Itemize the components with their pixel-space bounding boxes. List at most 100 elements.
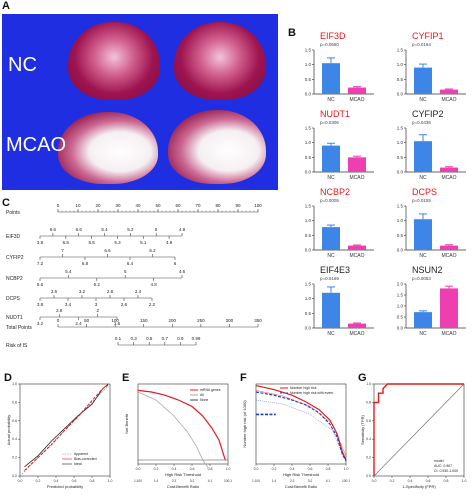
roc-ylabel: Sensitivity (TPR) bbox=[360, 414, 365, 444]
nomogram-tick-label-3-1: 5.4 bbox=[65, 269, 72, 274]
bar-chart-pvalue-6: p=0.0169 bbox=[320, 276, 339, 281]
cic-legend-label-0: Number high risk bbox=[290, 386, 317, 390]
dca-model-line bbox=[137, 389, 226, 461]
cic-xtick2-label-2: 2:3 bbox=[290, 479, 295, 483]
panel-label-c: C bbox=[2, 197, 10, 209]
brain-slice-mcao-1 bbox=[58, 112, 158, 184]
bar-chart-ytick-label-2-1: 1.0 bbox=[305, 140, 312, 145]
bar-3-0 bbox=[414, 141, 432, 172]
bar-chart-ytick-label-4-1: 1.0 bbox=[305, 218, 312, 223]
bar-chart-ytick-label-0-0: 1.5 bbox=[305, 48, 312, 53]
cic-frame bbox=[255, 383, 347, 465]
cic-high-risk-event-line bbox=[255, 391, 347, 462]
bar-1-0 bbox=[414, 67, 432, 94]
nomogram-tick-label-1-10: 4.9 bbox=[166, 240, 173, 245]
nomogram-tick-label-6-6: 300 bbox=[226, 318, 234, 323]
panel-label-g: G bbox=[358, 372, 367, 384]
nomogram-tick-label-6-2: 100 bbox=[111, 318, 119, 323]
bar-chart-pvalue-5: p=0.0155 bbox=[412, 198, 431, 203]
roc-xtick-label-0: 0.0 bbox=[372, 479, 377, 483]
bar-chart-ytick-label-4-3: 0.0 bbox=[305, 248, 312, 253]
calibration-ytick-label-0: 0.0 bbox=[12, 474, 17, 478]
nomogram-row-label-3: NCBP2 bbox=[6, 276, 23, 282]
nomogram-tick-label-0-0: 0 bbox=[57, 203, 60, 208]
nomogram-tick-label-2-6: 6 bbox=[174, 261, 177, 266]
nomogram-tick-label-1-3: 6.6 bbox=[76, 227, 83, 232]
dca-xtick-label-1: 0.2 bbox=[154, 467, 159, 471]
bar-category-label-2-1: MCAO bbox=[350, 175, 365, 181]
cic-xtick-label-2: 0.4 bbox=[290, 467, 295, 471]
dca-xtick-label-4: 0.8 bbox=[208, 467, 213, 471]
bar-category-label-5-0: NC bbox=[419, 253, 427, 259]
calibration-ideal-line bbox=[21, 385, 109, 475]
bar-chart-ytick-label-5-0: 1.5 bbox=[397, 204, 404, 209]
bar-chart-ytick-label-2-0: 1.5 bbox=[305, 126, 312, 131]
cic-ylabel: Number high risk (of 1000) bbox=[242, 400, 247, 448]
dca-xtick-label-3: 0.6 bbox=[190, 467, 195, 471]
nomogram-tick-label-6-3: 150 bbox=[140, 318, 148, 323]
dca-xtick2-label-5: 100:1 bbox=[224, 479, 232, 483]
bar-chart-pvalue-7: p=0.0053 bbox=[412, 276, 431, 281]
roc-curve bbox=[373, 383, 464, 476]
bar-chart-pvalue-0: p=0.0550 bbox=[320, 42, 339, 47]
bar-chart-title-7: NSUN2 bbox=[412, 265, 443, 275]
nomogram-tick-label-4-5: 2.8 bbox=[107, 289, 114, 294]
nomogram-tick-label-0-10: 100 bbox=[254, 203, 262, 208]
nomogram-row-label-7: Risk of IS bbox=[6, 343, 28, 349]
calibration-xtick-label-4: 0.8 bbox=[90, 479, 95, 483]
bar-chart-ytick-label-1-2: 0.5 bbox=[397, 77, 404, 82]
dca-xtick-label-5: 1.0 bbox=[226, 467, 231, 471]
bar-chart-ytick-label-6-1: 1.0 bbox=[305, 296, 312, 301]
calibration-xtick-label-2: 0.4 bbox=[54, 479, 59, 483]
nomogram-tick-label-7-0: 0.1 bbox=[115, 336, 122, 341]
nomogram-tick-label-7-3: 0.7 bbox=[162, 336, 169, 341]
cic-high-risk-line bbox=[255, 385, 347, 461]
calibration-ytick-label-3: 0.6 bbox=[12, 419, 17, 423]
dca-xtick-label-2: 0.4 bbox=[172, 467, 177, 471]
dca-xtick-label-0: 0.0 bbox=[136, 467, 141, 471]
nomogram-tick-label-1-9: 5 bbox=[155, 227, 158, 232]
bar-chart-ytick-label-2-3: 0.0 bbox=[305, 170, 312, 175]
nomogram-tick-label-3-0: 5.6 bbox=[37, 282, 44, 287]
brain-slice-nc-1 bbox=[68, 22, 160, 100]
decision-curve-plot: 0.0 0.2 0.4 0.6 0.8 1.0 High Risk Threshold Net… bbox=[124, 383, 232, 489]
bar-5-0 bbox=[414, 219, 432, 250]
nomogram-tick-label-2-4: 6.4 bbox=[127, 261, 134, 266]
bar-chart-title-1: CYFIP1 bbox=[412, 31, 444, 41]
bar-chart-ytick-label-5-1: 1.0 bbox=[397, 218, 404, 223]
nomogram-tick-label-2-5: 6.2 bbox=[149, 248, 156, 253]
nomogram-tick-label-5-1: 2.8 bbox=[56, 308, 63, 313]
bar-4-1 bbox=[348, 245, 366, 250]
bar-chart-ytick-label-4-2: 0.5 bbox=[305, 233, 312, 238]
dca-xtick2-label-4: 4:1 bbox=[208, 479, 213, 483]
calibration-xlabel: Predicted probability bbox=[47, 484, 83, 489]
roc-ytick-label-1: 0.2 bbox=[366, 456, 371, 460]
cic-event-ci-lower bbox=[255, 399, 347, 463]
nomogram-tick-label-4-7: 2.4 bbox=[135, 289, 142, 294]
bar-chart-ytick-label-1-0: 1.5 bbox=[397, 48, 404, 53]
bar-category-label-1-1: MCAO bbox=[442, 97, 457, 103]
nomogram-row-label-5: NUDT1 bbox=[6, 315, 23, 321]
nomogram-tick-label-2-3: 6.6 bbox=[104, 248, 111, 253]
nomogram-tick-label-3-3: 5 bbox=[124, 269, 127, 274]
cic-xtick2-label-1: 1:4 bbox=[272, 479, 277, 483]
panel-label-b: B bbox=[288, 27, 296, 39]
group-label-mcao: MCAO bbox=[6, 134, 66, 156]
bar-chart-title-6: EIF4E3 bbox=[320, 265, 350, 275]
bar-chart-ytick-label-7-0: 2.0 bbox=[397, 282, 404, 287]
bar-chart-title-2: NUDT1 bbox=[320, 109, 350, 119]
bar-category-label-7-0: NC bbox=[419, 331, 427, 337]
group-label-nc: NC bbox=[8, 54, 37, 76]
dca-xlabel: High Risk Threshold bbox=[165, 472, 201, 477]
dca-ylabel: Net Benefit bbox=[124, 413, 129, 434]
bar-7-1 bbox=[440, 288, 458, 328]
bar-category-label-5-1: MCAO bbox=[442, 253, 457, 259]
nomogram-tick-label-0-3: 30 bbox=[115, 203, 121, 208]
calibration-ytick-label-2: 0.4 bbox=[12, 437, 17, 441]
bar-3-1 bbox=[440, 167, 458, 172]
calibration-legend-label-2: Ideal bbox=[74, 462, 82, 466]
bar-chart-ytick-label-5-3: 0.0 bbox=[397, 248, 404, 253]
brain-slice-nc-2 bbox=[174, 22, 266, 100]
roc-ytick-label-5: 1.0 bbox=[366, 382, 371, 386]
dca-legend-label-1: All bbox=[200, 393, 204, 397]
